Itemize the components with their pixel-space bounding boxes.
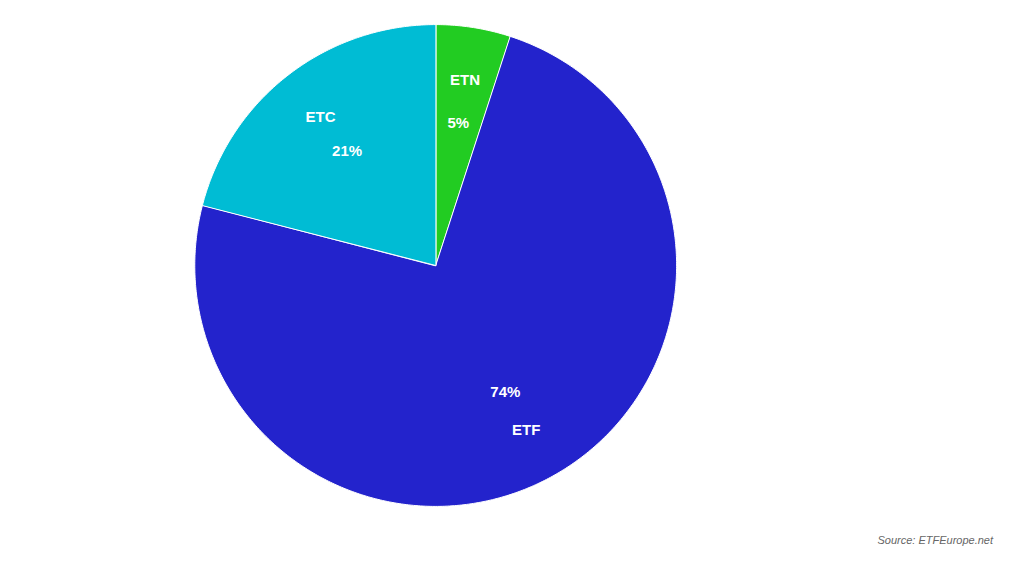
svg-text:21%: 21% bbox=[332, 142, 362, 159]
svg-text:5%: 5% bbox=[447, 114, 469, 131]
svg-text:74%: 74% bbox=[490, 383, 520, 400]
svg-text:ETC: ETC bbox=[306, 108, 336, 125]
html-text:Source: ETFEurope.net: Source: ETFEurope.net bbox=[877, 534, 993, 546]
svg-text:ETN: ETN bbox=[450, 71, 480, 88]
svg-text:ETF: ETF bbox=[512, 421, 540, 438]
